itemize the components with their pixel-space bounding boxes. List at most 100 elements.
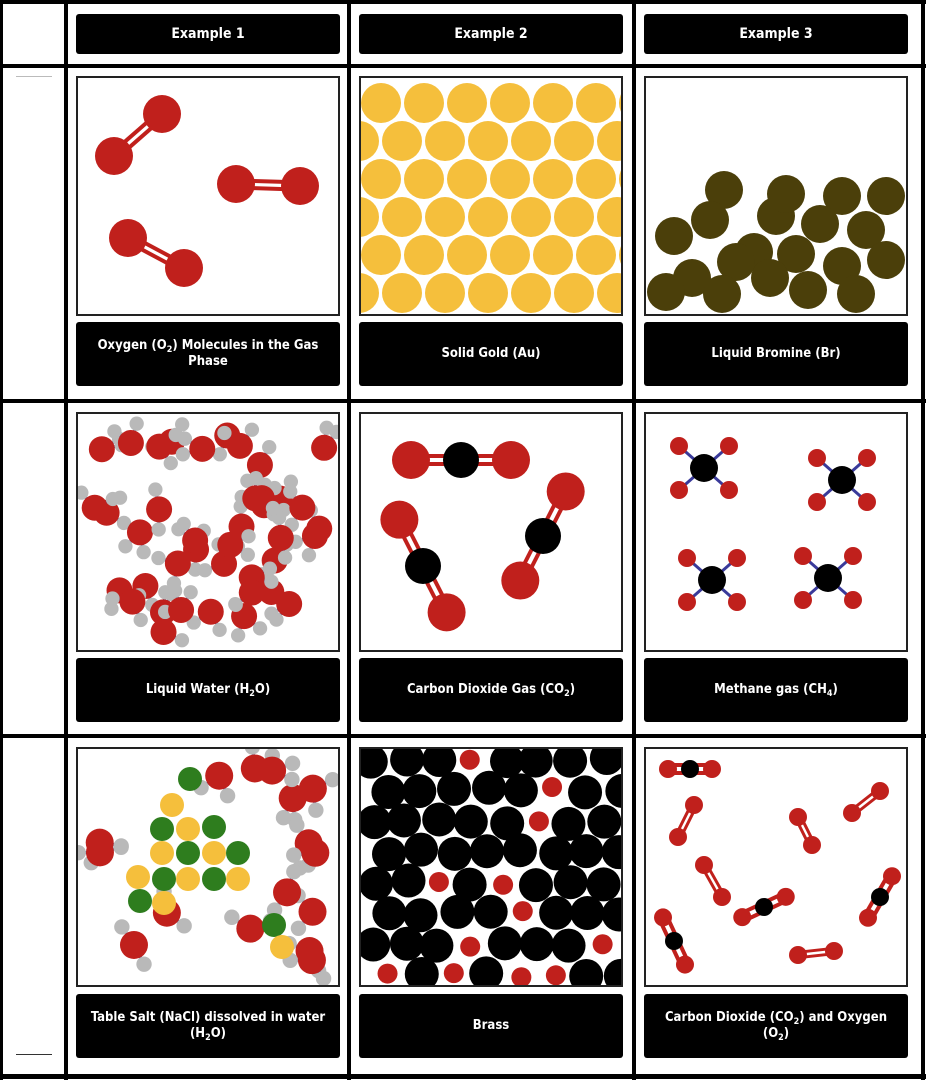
hydrogen-atom bbox=[78, 485, 89, 500]
gold-atom bbox=[576, 235, 616, 275]
copper-atom bbox=[422, 802, 457, 837]
copper-atom bbox=[570, 896, 605, 931]
gold-atom bbox=[533, 83, 573, 123]
sodium-ion bbox=[126, 865, 150, 889]
header-example-2: Example 2 bbox=[359, 14, 623, 54]
gold-atom bbox=[404, 83, 444, 123]
zinc-atom bbox=[459, 749, 480, 770]
subscript: 2 bbox=[166, 345, 173, 355]
hydrogen-atom bbox=[244, 749, 260, 755]
oxygen-atom bbox=[685, 796, 703, 814]
bromine-atom bbox=[867, 241, 905, 279]
zinc-atom bbox=[377, 963, 398, 984]
hydrogen-atom bbox=[308, 802, 324, 818]
sodium-ion bbox=[226, 867, 250, 891]
bromine-atoms-icon bbox=[647, 171, 905, 313]
carbon-atom bbox=[814, 564, 842, 592]
gold-atom bbox=[511, 273, 551, 313]
caption-text: Methane gas (CH4) bbox=[714, 682, 838, 699]
oxygen-atom bbox=[297, 946, 326, 975]
oxygen-atom bbox=[789, 946, 807, 964]
copper-atom bbox=[490, 749, 525, 779]
hydrogen-atom bbox=[224, 909, 240, 925]
bromine-atom bbox=[751, 259, 789, 297]
oxygen-atom bbox=[733, 908, 752, 927]
hydrogen-atom bbox=[720, 481, 738, 499]
co2-o2-mixture-icon bbox=[654, 760, 901, 974]
oxygen-atom bbox=[789, 808, 807, 826]
oxygen-atom bbox=[238, 579, 265, 606]
caption-co2-o2-gas: Carbon Dioxide (CO2) and Oxygen (O2) bbox=[644, 994, 908, 1058]
copper-atom bbox=[403, 898, 438, 933]
oxygen-atom bbox=[825, 942, 843, 960]
caption-ch4-gas: Methane gas (CH4) bbox=[644, 658, 908, 722]
hydrogen-atom bbox=[670, 437, 688, 455]
carbon-atom bbox=[665, 932, 683, 950]
hydrogen-atom bbox=[284, 755, 301, 772]
hydrogen-atom bbox=[240, 547, 255, 562]
oxygen-atom bbox=[803, 836, 821, 854]
caption-bromine-liquid: Liquid Bromine (Br) bbox=[644, 322, 908, 386]
hydrogen-atom bbox=[283, 484, 298, 499]
zinc-atom bbox=[542, 777, 563, 798]
gold-atom bbox=[425, 273, 465, 313]
panel-salt-water bbox=[76, 747, 340, 987]
hydrogen-atom bbox=[228, 597, 243, 612]
oxygen-atom bbox=[659, 760, 677, 778]
gold-atom bbox=[576, 159, 616, 199]
hydrogen-atom bbox=[324, 771, 338, 788]
bromine-atom bbox=[777, 235, 815, 273]
hydrogen-atom bbox=[275, 810, 292, 826]
hydrogen-atom bbox=[808, 493, 826, 511]
hydrogen-atom bbox=[175, 447, 191, 462]
copper-atom bbox=[402, 774, 437, 809]
oxygen-atom bbox=[236, 914, 265, 943]
table-border-top bbox=[0, 0, 926, 4]
carbon-atom bbox=[525, 518, 561, 554]
subscript: 2 bbox=[778, 1033, 784, 1043]
gold-atom bbox=[382, 197, 422, 237]
gold-atom bbox=[490, 83, 530, 123]
hydrogen-atom bbox=[858, 493, 876, 511]
subscript: 2 bbox=[564, 689, 570, 699]
gold-atom bbox=[447, 83, 487, 123]
oxygen-atom bbox=[146, 433, 173, 460]
hydrogen-atom bbox=[265, 500, 281, 516]
gold-atom bbox=[468, 197, 508, 237]
oxygen-atom bbox=[298, 897, 327, 926]
copper-atom bbox=[422, 749, 457, 778]
hydrogen-atom bbox=[129, 416, 144, 431]
hydrogen-atom bbox=[808, 449, 826, 467]
copper-atom bbox=[519, 927, 554, 962]
hydrogen-atom bbox=[136, 956, 152, 972]
hydrogen-atom bbox=[183, 585, 198, 600]
oxygen-atom bbox=[217, 165, 255, 203]
carbon-atom bbox=[755, 898, 773, 916]
oxygen-atom bbox=[713, 888, 731, 906]
hydrogen-atom bbox=[252, 621, 268, 636]
bromine-atom bbox=[823, 247, 861, 285]
hydrogen-atom bbox=[678, 593, 696, 611]
hydrogen-atom bbox=[118, 539, 133, 554]
caption-segment: Table Salt (NaCl) dissolved in water (H bbox=[90, 1010, 326, 1041]
hydrogen-atom bbox=[269, 612, 284, 627]
copper-atom bbox=[589, 749, 621, 776]
brass-alloy-icon bbox=[361, 749, 621, 985]
oxygen-atom bbox=[492, 441, 530, 479]
copper-atom bbox=[440, 894, 475, 929]
oxygen-atom bbox=[164, 550, 191, 577]
zinc-atom bbox=[511, 967, 532, 985]
oxygen-atom bbox=[117, 429, 144, 456]
copper-atom bbox=[518, 749, 553, 778]
panel-bromine-liquid bbox=[644, 76, 908, 316]
copper-atom bbox=[371, 774, 406, 809]
copper-atom bbox=[553, 865, 588, 900]
caption-segment: ) and Oxygen (O bbox=[762, 1010, 888, 1041]
bromine-atom bbox=[837, 275, 875, 313]
copper-atom bbox=[490, 806, 525, 841]
caption-segment: ) bbox=[783, 1026, 790, 1041]
copper-atom bbox=[518, 868, 553, 903]
hydrogen-atom bbox=[319, 420, 334, 435]
hydrogen-atom bbox=[197, 563, 213, 578]
gold-atom bbox=[533, 159, 573, 199]
